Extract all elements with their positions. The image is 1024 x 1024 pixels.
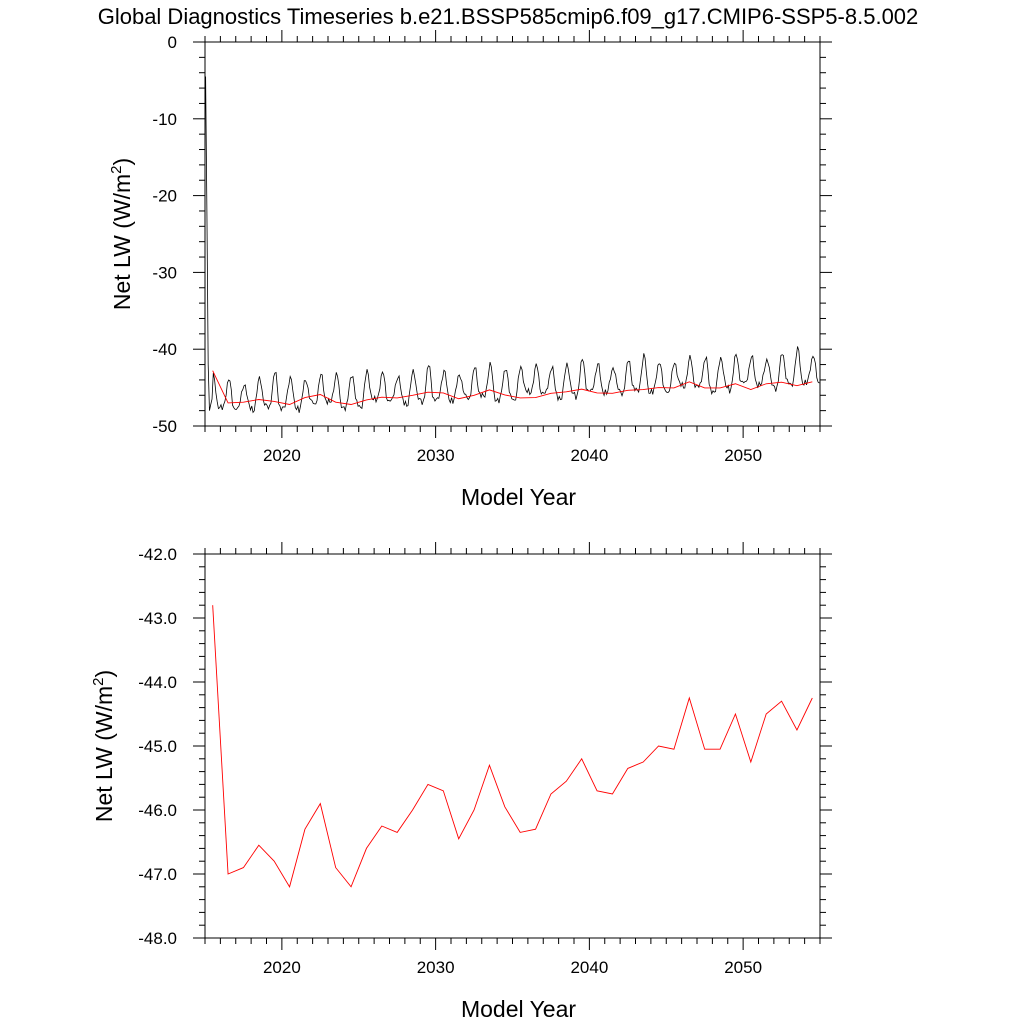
plot-area: [205, 76, 820, 414]
x-tick-label: 2030: [417, 958, 455, 977]
top-panel: 2020 2030 2040 2050 0 -10 -20 -30 -40 -50 Model Ye…: [108, 30, 832, 510]
y-tick-label: -46.0: [138, 801, 177, 820]
x-axis-title: Model Year: [461, 996, 576, 1022]
y-axis-title: Net LW (W/m2): [90, 670, 117, 822]
x-tick-label: 2040: [570, 958, 608, 977]
x-tick-label: 2050: [724, 446, 762, 465]
y-tick-label: -20: [152, 187, 177, 206]
plot-frame: [204, 553, 821, 939]
bottom-panel: 2020 2030 2040 2050 -42.0 -43.0 -44.0 -45.0 -46.…: [90, 542, 832, 1022]
y-tick-label: -40: [152, 340, 177, 359]
y-tick-label: -44.0: [138, 673, 177, 692]
y-axis-title-close: ): [91, 670, 117, 678]
y-axis-title-superscript: 2: [108, 166, 125, 174]
y-tick-label: 0: [168, 33, 177, 52]
x-tick-label: 2020: [263, 958, 301, 977]
y-axis-title-main: Net LW (W/m: [109, 174, 135, 310]
chart-title: Global Diagnostics Timeseries b.e21.BSSP…: [98, 4, 919, 29]
y-tick-label: -50: [152, 417, 177, 436]
y-tick-label: -45.0: [138, 737, 177, 756]
y-tick-label: -30: [152, 263, 177, 282]
y-tick-label: -42.0: [138, 545, 177, 564]
annual-mean-series-line: [212, 605, 813, 888]
monthly-series-line: [205, 76, 820, 414]
x-tick-label: 2040: [570, 446, 608, 465]
plot-frame: [204, 41, 821, 427]
x-tick-label: 2050: [724, 958, 762, 977]
x-axis-title: Model Year: [461, 484, 576, 510]
y-tick-label: -47.0: [138, 865, 177, 884]
y-axis-title-close: ): [109, 158, 135, 166]
y-axis-title-main: Net LW (W/m: [91, 686, 117, 822]
y-tick-label: -43.0: [138, 609, 177, 628]
x-tick-label: 2030: [417, 446, 455, 465]
y-tick-label: -48.0: [138, 929, 177, 948]
plot-area: [212, 605, 813, 888]
y-tick-label: -10: [152, 110, 177, 129]
annual-mean-series-line: [212, 370, 813, 405]
y-axis-title: Net LW (W/m2): [108, 158, 135, 310]
x-tick-label: 2020: [263, 446, 301, 465]
y-axis-title-superscript: 2: [90, 678, 107, 686]
